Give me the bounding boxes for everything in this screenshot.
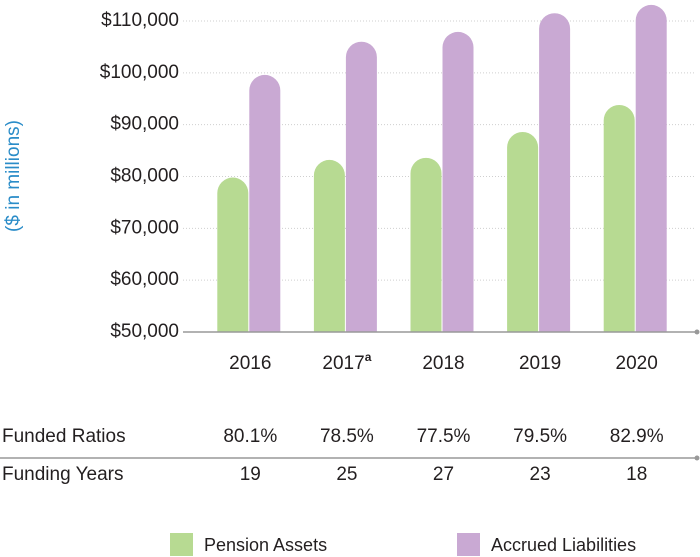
y-tick-label: $70,000 bbox=[110, 217, 179, 238]
bar bbox=[539, 13, 571, 332]
bar bbox=[249, 74, 281, 332]
x-tick-label: 2019 bbox=[519, 353, 561, 374]
bar bbox=[635, 4, 667, 332]
legend-swatch bbox=[170, 533, 193, 556]
x-tick-label: 2016 bbox=[229, 353, 271, 374]
table-cell: 23 bbox=[530, 464, 551, 485]
table-cell: 18 bbox=[626, 464, 647, 485]
table-cell: 80.1% bbox=[223, 426, 277, 447]
bar bbox=[217, 177, 249, 332]
table-cell: 27 bbox=[433, 464, 454, 485]
footnote-marker: a bbox=[365, 350, 372, 364]
bar bbox=[313, 159, 345, 332]
row-label: Funding Years bbox=[2, 464, 124, 485]
bar bbox=[603, 104, 635, 332]
table-cell: 82.9% bbox=[610, 426, 664, 447]
x-tick-label-text: 2017 bbox=[322, 353, 364, 374]
x-tick-label: 2018 bbox=[422, 353, 464, 374]
separator-end-dot bbox=[694, 455, 700, 461]
legend-label: Pension Assets bbox=[204, 535, 327, 555]
table-cell: 77.5% bbox=[417, 426, 471, 447]
y-tick-label: $60,000 bbox=[110, 269, 179, 290]
y-tick-label: $100,000 bbox=[100, 62, 179, 83]
table-cell: 19 bbox=[240, 464, 261, 485]
row-label: Funded Ratios bbox=[2, 426, 126, 447]
x-tick-label-text: 2016 bbox=[229, 353, 271, 374]
y-tick-label: $90,000 bbox=[110, 114, 179, 135]
bar bbox=[345, 41, 377, 332]
table-cell: 79.5% bbox=[513, 426, 567, 447]
table-cell: 78.5% bbox=[320, 426, 374, 447]
y-tick-label: $80,000 bbox=[110, 166, 179, 187]
table-cell: 25 bbox=[336, 464, 357, 485]
legend-swatch bbox=[457, 533, 480, 556]
legend-label: Accrued Liabilities bbox=[491, 535, 636, 555]
bar bbox=[442, 31, 474, 332]
bar bbox=[410, 157, 442, 332]
x-tick-label: 2020 bbox=[616, 353, 658, 374]
x-tick-label-text: 2020 bbox=[616, 353, 658, 374]
y-axis-label: ($ in millions) bbox=[3, 120, 24, 232]
x-tick-label-text: 2018 bbox=[422, 353, 464, 374]
x-tick-label-text: 2019 bbox=[519, 353, 561, 374]
y-tick-label: $110,000 bbox=[101, 10, 179, 31]
y-tick-label: $50,000 bbox=[110, 321, 179, 342]
axis-end-dot bbox=[694, 329, 700, 335]
x-tick-label: 2017a bbox=[322, 350, 371, 374]
bar bbox=[507, 131, 539, 332]
